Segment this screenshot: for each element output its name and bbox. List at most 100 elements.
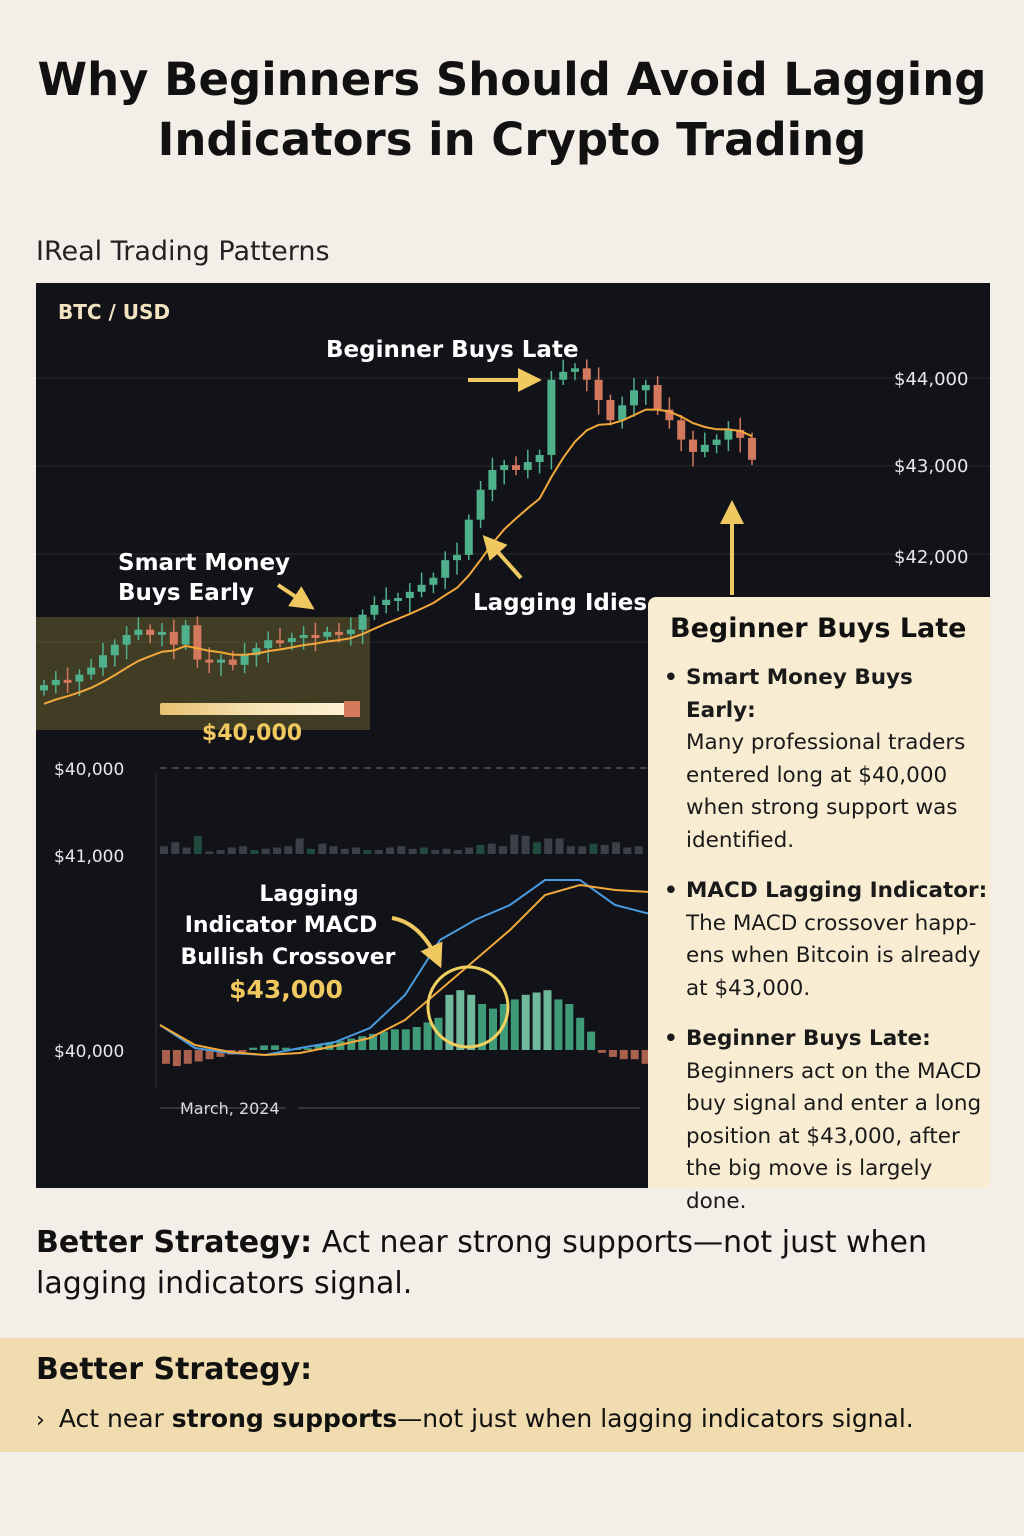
candle <box>453 554 461 561</box>
volume-bar <box>555 838 564 854</box>
band-text: —not just when lagging indicators signal… <box>397 1404 914 1433</box>
histogram-bar <box>303 1048 312 1050</box>
candle <box>276 640 284 644</box>
panel-bullet: MACD Lagging Indicator: The MACD crossove… <box>664 875 990 1005</box>
support-bar-end <box>344 701 360 717</box>
histogram-bar <box>194 1050 203 1062</box>
histogram-bar <box>608 1050 617 1057</box>
candle <box>653 385 662 410</box>
candle <box>665 409 674 421</box>
strategy-label: Better Strategy: <box>36 1225 313 1260</box>
candle <box>240 655 249 665</box>
histogram-bar <box>172 1050 181 1067</box>
x-axis-label: March, 2024 <box>180 1099 280 1118</box>
candle <box>606 400 615 421</box>
candle <box>535 455 544 463</box>
candle <box>228 659 237 665</box>
candle <box>252 648 261 656</box>
candle <box>464 519 473 555</box>
candle <box>75 674 84 682</box>
histogram-bar <box>456 990 465 1050</box>
volume-bar <box>363 850 372 854</box>
macd-price-label: $43,000 <box>229 975 343 1004</box>
histogram-bar <box>641 1050 650 1064</box>
candle <box>429 577 438 585</box>
histogram-bar <box>249 1047 258 1050</box>
lower-tick: $41,000 <box>54 847 124 867</box>
candle <box>618 405 627 421</box>
volume-bar <box>284 846 293 854</box>
bullet-heading: Smart Money Buys Early: <box>686 665 913 723</box>
volume-bar <box>306 848 315 854</box>
bullet-body: Many professional traders entered long a… <box>686 730 966 853</box>
volume-bar <box>465 847 474 854</box>
candle <box>311 634 320 638</box>
volume-bar <box>397 846 406 854</box>
smart-money-label: Smart Money <box>118 550 290 576</box>
volume-bar <box>499 846 507 854</box>
volume-bar <box>227 847 236 854</box>
volume-bar <box>295 838 304 854</box>
candle <box>99 655 107 668</box>
beginner-late-label: Beginner Buys Late <box>326 337 579 363</box>
candle <box>677 420 686 440</box>
panel-bullet: Beginner Buys Late: Beginners act on the … <box>664 1023 990 1218</box>
candle <box>181 625 190 645</box>
candle <box>594 379 603 400</box>
arrow-icon <box>276 583 315 610</box>
volume-bar <box>532 842 541 854</box>
candle <box>405 591 414 598</box>
bullet-heading: Beginner Buys Late: <box>686 1026 931 1051</box>
histogram-bar <box>445 994 454 1050</box>
histogram-bar <box>619 1050 628 1060</box>
histogram-bar <box>369 1033 378 1050</box>
histogram-bar <box>314 1045 323 1050</box>
candle <box>559 371 568 380</box>
histogram-bar <box>271 1045 279 1050</box>
volume-bar <box>329 846 338 854</box>
band-title: Better Strategy: <box>36 1352 313 1387</box>
chevron-right-icon: › <box>36 1408 45 1433</box>
volume-bar <box>510 834 519 854</box>
macd-label: Lagging <box>259 882 358 907</box>
volume-bar <box>193 835 202 854</box>
band-bold: strong supports <box>171 1404 398 1433</box>
histogram-bar <box>390 1029 399 1050</box>
candle <box>582 368 591 380</box>
candle <box>394 598 402 601</box>
histogram-bar <box>576 1017 585 1050</box>
candle <box>641 385 650 391</box>
band-text: Act near <box>58 1404 172 1433</box>
lower-tick: $40,000 <box>54 760 124 780</box>
volume-bar <box>171 842 180 854</box>
volume-bar <box>521 835 530 854</box>
histogram-bar <box>554 999 563 1050</box>
volume-bar <box>634 846 643 854</box>
page-title: Why Beginners Should Avoid Lagging Indic… <box>0 50 1024 170</box>
band-line: › Act near strong supports—not just when … <box>36 1404 914 1433</box>
title-line-2: Indicators in Crypto Trading <box>157 113 867 166</box>
panel-bullet: Smart Money Buys Early: Many professional… <box>664 662 990 857</box>
histogram-bar <box>467 994 476 1050</box>
candle <box>500 465 509 470</box>
volume-bar <box>205 851 214 854</box>
candle <box>417 584 426 592</box>
volume-bar <box>182 847 191 854</box>
support-bar <box>160 703 360 715</box>
histogram-bar <box>260 1045 269 1050</box>
volume-bar <box>239 846 248 854</box>
explanation-panel: Beginner Buys Late Smart Money Buys Earl… <box>648 597 990 1214</box>
histogram-bar <box>543 990 552 1050</box>
candle <box>712 439 721 445</box>
strategy-text: Better Strategy: Act near strong support… <box>36 1222 936 1304</box>
price-tick: $43,000 <box>894 456 968 477</box>
candle <box>87 667 96 675</box>
histogram-bar <box>358 1036 367 1050</box>
macd-label: Indicator MACD <box>185 913 378 938</box>
bullet-body: The MACD crossover happ-ens when Bitcoin… <box>686 910 981 1001</box>
volume-bar <box>487 843 496 854</box>
support-price-label: $40,000 <box>202 721 302 746</box>
title-line-1: Why Beginners Should Avoid Lagging <box>37 53 987 106</box>
candle <box>217 659 225 663</box>
strategy-body: Act near strong supports—not just when l… <box>36 1225 928 1301</box>
